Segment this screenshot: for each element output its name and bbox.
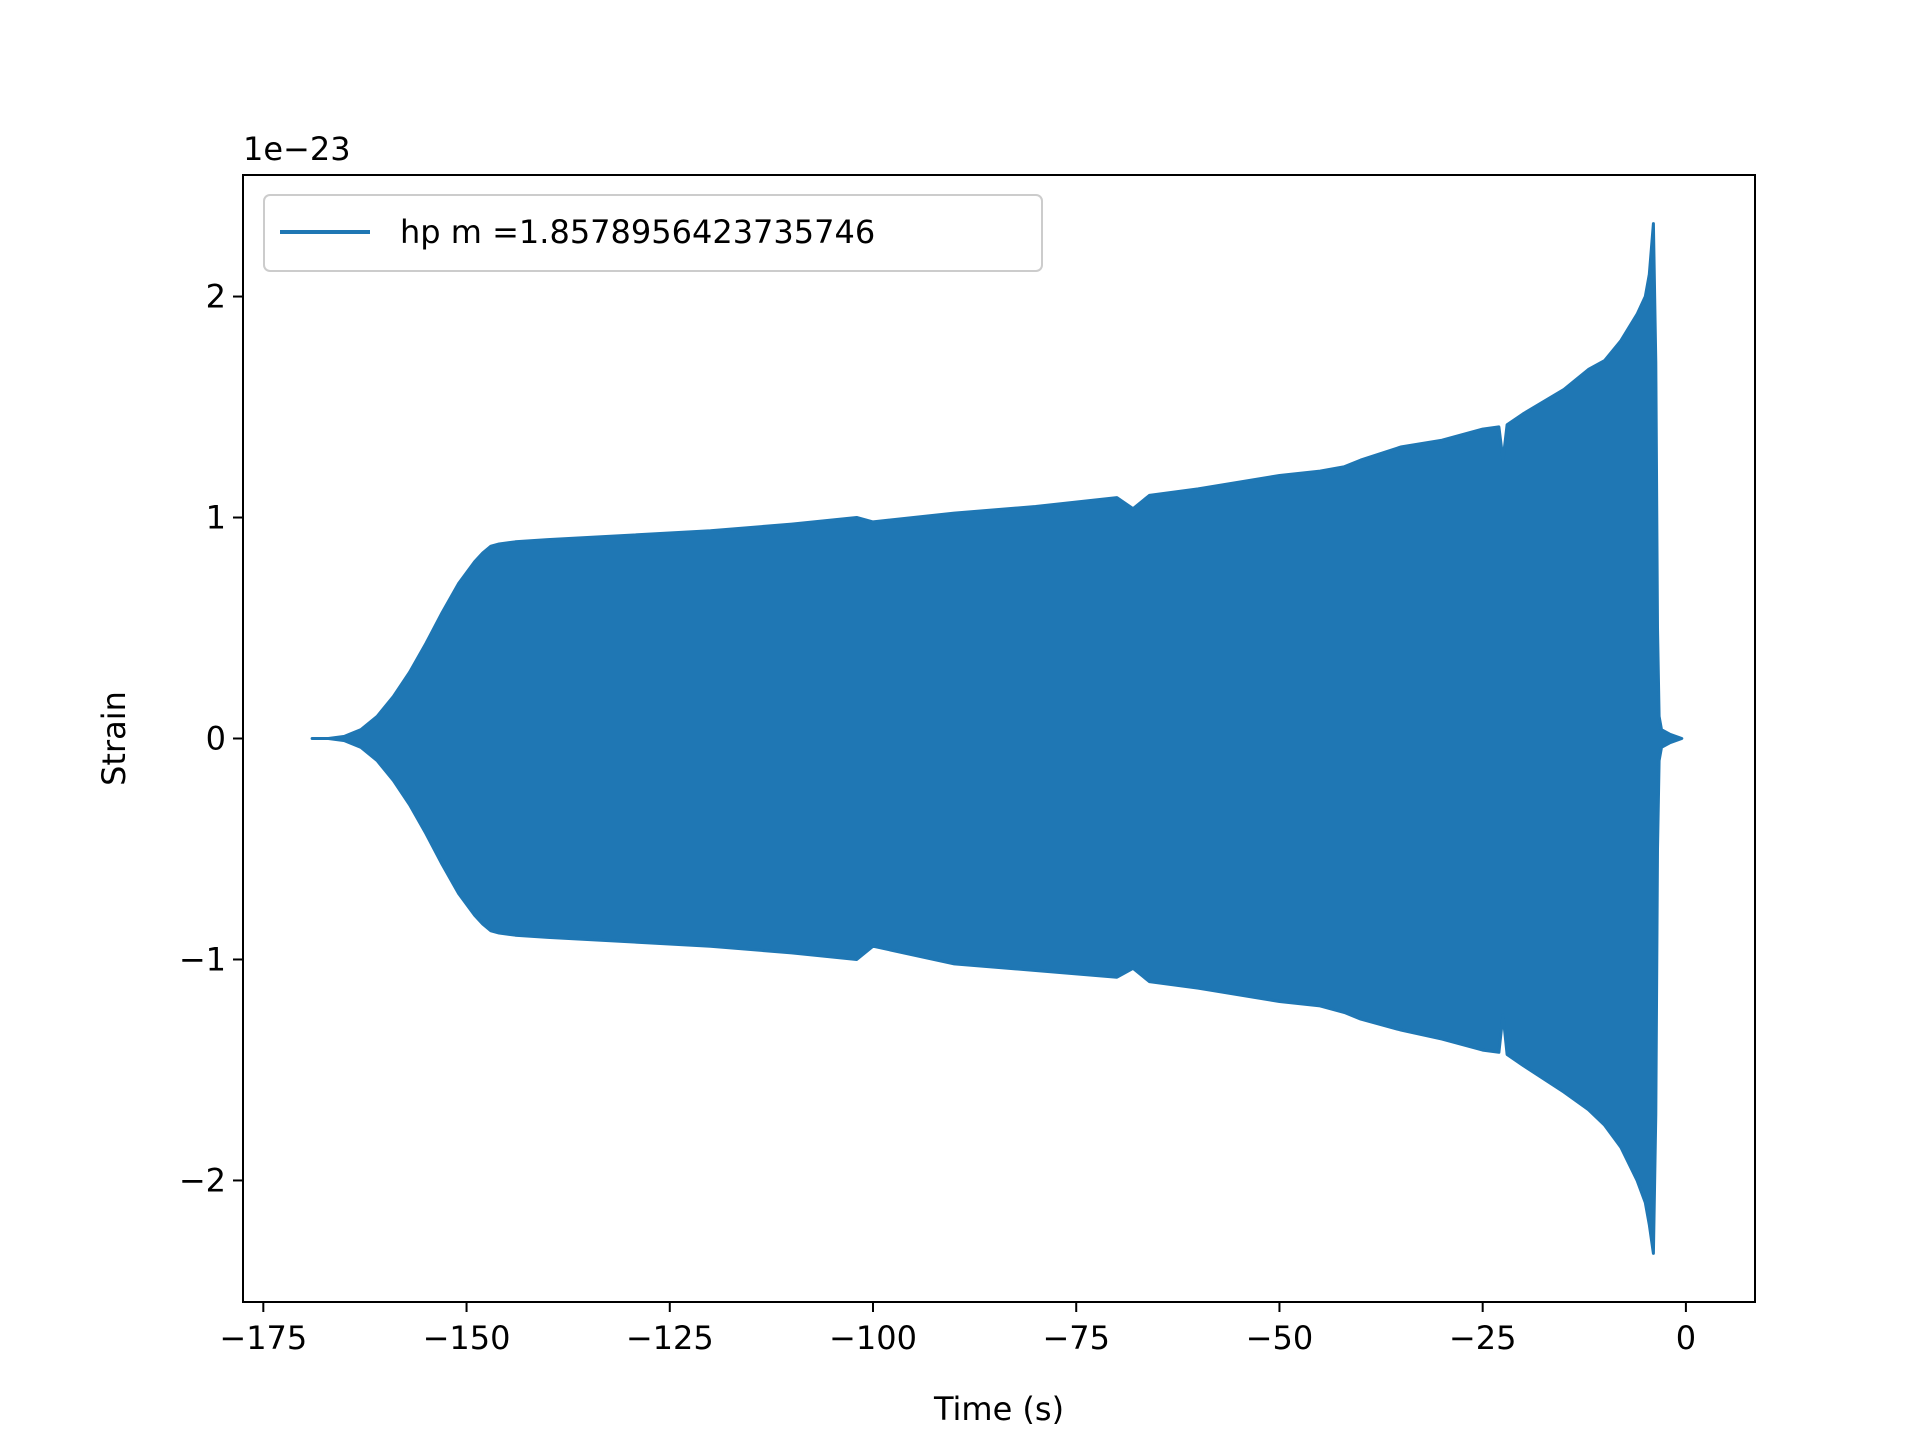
x-tick-label: −75 xyxy=(1042,1319,1110,1357)
y-axis-ticks: −2 −1 0 1 2 xyxy=(179,278,243,1199)
y-offset-label: 1e−23 xyxy=(243,130,351,168)
waveform-band xyxy=(310,222,1684,1255)
y-tick-label: −2 xyxy=(179,1161,226,1199)
waveform-series xyxy=(310,222,1684,1255)
legend: hp m =1.8578956423735746 xyxy=(263,194,1043,272)
x-axis-ticks: −175 −150 −125 −100 −75 −50 −25 0 xyxy=(219,1302,1696,1357)
x-axis-label: Time (s) xyxy=(933,1390,1064,1428)
y-axis-label: Strain xyxy=(95,691,133,786)
y-tick-label: 1 xyxy=(206,499,226,537)
x-tick-label: −150 xyxy=(423,1319,511,1357)
y-tick-label: 2 xyxy=(206,278,226,316)
legend-box xyxy=(263,194,1043,272)
y-tick-label: 0 xyxy=(206,720,226,758)
x-tick-label: −50 xyxy=(1246,1319,1314,1357)
x-tick-label: 0 xyxy=(1676,1319,1696,1357)
x-tick-label: −175 xyxy=(219,1319,307,1357)
x-tick-label: −125 xyxy=(626,1319,714,1357)
x-tick-label: −100 xyxy=(829,1319,917,1357)
x-tick-label: −25 xyxy=(1449,1319,1517,1357)
legend-entry-label: hp m =1.8578956423735746 xyxy=(400,213,875,251)
y-tick-label: −1 xyxy=(179,940,226,978)
